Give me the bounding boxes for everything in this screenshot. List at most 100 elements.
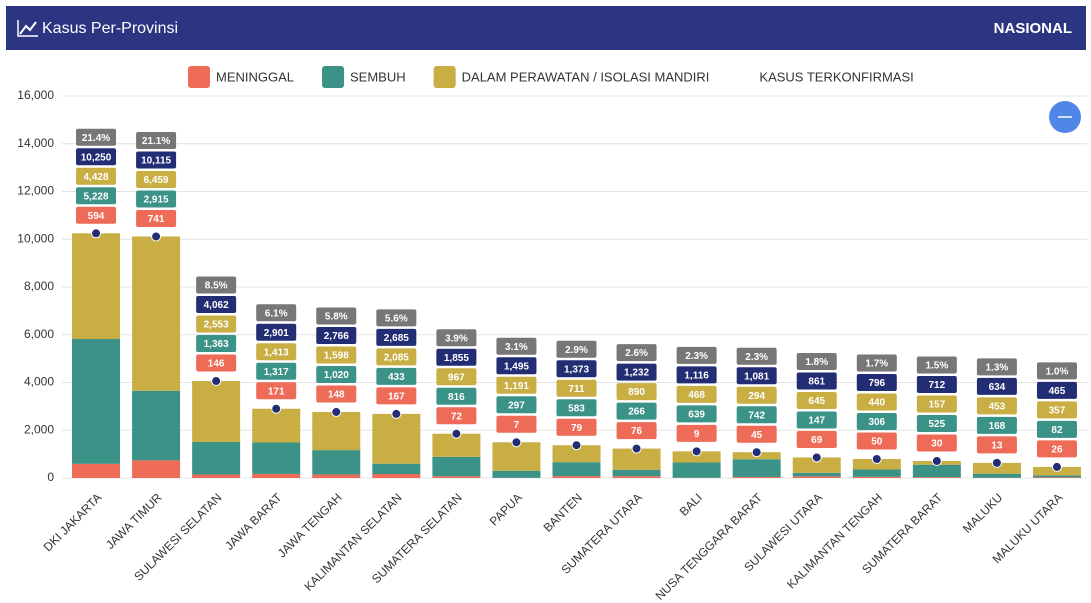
bar-segment [792,457,841,473]
value-label-box [376,367,417,385]
value-label: 50 [871,437,883,448]
value-label: 2,085 [384,353,409,364]
value-label-box [376,387,417,405]
value-label-box [556,418,597,436]
value-label-box [196,276,237,294]
value-label: 357 [1049,406,1066,417]
value-label-box [676,385,717,403]
x-tick-label: PAPUA [487,490,525,528]
value-label-box [616,402,657,420]
value-label: 10,115 [141,156,171,167]
value-label-box [556,340,597,358]
y-tick-label: 8,000 [24,279,54,293]
value-label: 1,317 [264,367,289,378]
value-label-box [556,360,597,378]
bar-segment [972,462,1021,474]
value-label: 2,915 [144,195,169,206]
x-tick-label: BANTEN [541,490,585,534]
total-dot [91,228,102,239]
value-label-box [976,377,1017,395]
value-label: 2.6% [625,348,648,359]
value-label: 2,553 [204,320,229,331]
value-label: 645 [808,396,825,407]
value-label-box [436,407,477,425]
value-label-box [736,386,777,404]
x-tick-label: JAWA TIMUR [103,490,165,552]
value-label: 440 [868,398,885,409]
value-label-box [76,148,117,166]
value-label-box [196,296,237,314]
value-label: 816 [448,392,465,403]
value-label-box [256,343,297,361]
legend-label: DALAM PERAWATAN / ISOLASI MANDIRI [462,69,710,84]
value-label-box [76,187,117,205]
header-title: Kasus Per-Provinsi [42,20,178,37]
value-label-box [616,383,657,401]
total-dot [151,231,162,242]
value-label-box [136,132,177,150]
value-label: 6,459 [144,175,169,186]
value-label-box [916,356,957,374]
value-label: 1,855 [444,353,469,364]
value-label-box [256,362,297,380]
bar-segment [672,451,721,463]
bar-segment [852,458,901,470]
value-label: 583 [568,403,585,414]
value-label: 4,428 [84,172,109,183]
y-tick-label: 14,000 [17,136,54,150]
value-label: 72 [451,411,463,422]
value-label: 5.8% [325,312,348,323]
value-label-box [1036,381,1077,399]
value-label: 26 [1051,445,1063,456]
value-label-box [976,436,1017,454]
value-label-box [436,329,477,347]
value-label: 21.1% [142,136,170,147]
total-dot [871,453,882,464]
value-label-box [256,304,297,322]
value-label: 10,250 [81,152,112,163]
value-label-box [616,344,657,362]
value-label: 1,373 [564,364,589,375]
value-label-box [1036,401,1077,419]
value-label-box [796,411,837,429]
value-label-box [136,171,177,189]
legend-swatch [322,66,345,88]
total-dot [211,376,222,387]
bar-segment [192,441,241,475]
value-label-box [616,422,657,440]
bar-segment [552,476,601,478]
value-label: 468 [688,390,705,401]
value-label-box [496,337,537,355]
value-label-box [856,393,897,411]
value-label-box [136,210,177,228]
bar-segment [852,476,901,478]
x-tick-label: NUSA TENGGARA BARAT [653,490,766,603]
total-dot [1051,461,1062,472]
value-label-box [376,328,417,346]
header-icon [19,21,37,35]
value-label: 148 [328,390,345,401]
value-label: 7 [514,420,520,431]
value-label-box [736,406,777,424]
value-label-box [676,346,717,364]
value-label: 76 [631,426,643,437]
value-label: 1,116 [684,370,709,381]
value-label: 1,081 [744,371,769,382]
value-label-box [376,348,417,366]
value-label: 21.4% [82,133,110,144]
value-label: 742 [748,410,765,421]
y-tick-label: 16,000 [17,88,54,102]
value-label-box [796,391,837,409]
value-label-box [76,206,117,224]
value-label-box [856,373,897,391]
y-tick-label: 12,000 [17,184,54,198]
value-label: 69 [811,435,823,446]
y-tick-label: 2,000 [24,422,54,436]
value-label: 1,495 [504,361,529,372]
value-label-box [316,346,357,364]
value-label-box [1036,362,1077,380]
bar-segment [912,464,961,478]
header-scope[interactable]: NASIONAL [994,20,1072,37]
value-label-box [436,368,477,386]
